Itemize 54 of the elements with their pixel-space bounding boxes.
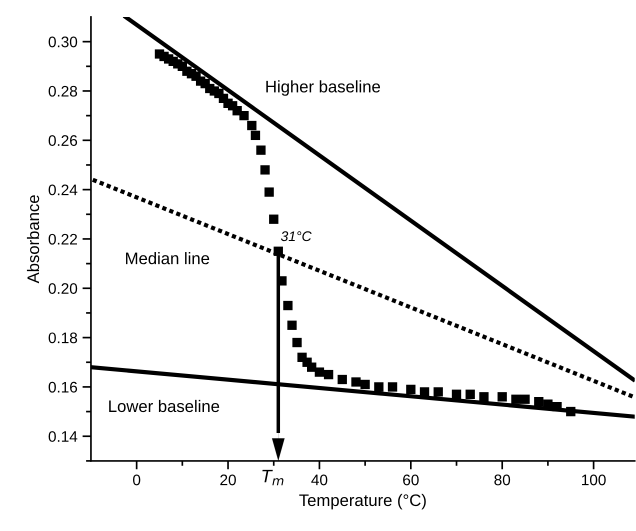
y-tick-label: 0.22 [48,234,77,245]
point [338,374,347,384]
point [324,370,334,380]
point [360,380,370,390]
x-tick-label: 40 [311,474,328,486]
point [511,394,521,404]
point [292,338,302,348]
y-tick-label: 0.26 [48,135,78,146]
point [269,214,278,224]
point [388,382,398,392]
point [351,377,361,387]
point [466,390,475,399]
x-tick-label: 20 [220,474,236,486]
point [420,387,430,397]
point [566,406,576,416]
point [283,300,293,310]
point [274,246,283,256]
ref-line-label: T$_{m}$ [262,470,284,486]
x-tick-label: 0 [132,474,140,486]
y-tick-label: 0.24 [48,184,78,196]
point [239,110,249,120]
y-axis-title: Absorbance [26,195,40,284]
point [406,384,416,394]
y-tick-label: 0.28 [48,86,78,97]
point [264,187,274,197]
x-tick-label: 100 [582,474,606,486]
y-tick-label: 0.30 [48,36,78,48]
annotation: 31°C [280,231,312,242]
annotation: Lower baseline [109,400,220,412]
point [314,367,324,377]
point [520,394,530,404]
point [552,402,562,412]
point [250,130,260,140]
x-axis-title: Temperature (°C) [299,494,426,510]
y-tick-label: 0.14 [48,431,78,442]
point [307,362,316,372]
y-tick-label: 0.20 [48,283,78,294]
x-tick-label: 60 [403,474,419,486]
point [260,165,270,175]
point [434,387,443,397]
x-tick-label: 80 [494,474,510,486]
point [543,400,553,409]
point [498,392,507,402]
y-tick-label: 0.16 [48,382,78,393]
point [374,382,384,392]
annotation: Higher baseline [266,80,380,96]
point [247,120,256,130]
y-tick-label: 0.18 [48,332,78,344]
point [287,320,297,330]
point [479,392,489,402]
point [452,390,462,399]
annotation: Median line [126,252,210,264]
point [256,146,266,155]
point [534,397,544,406]
